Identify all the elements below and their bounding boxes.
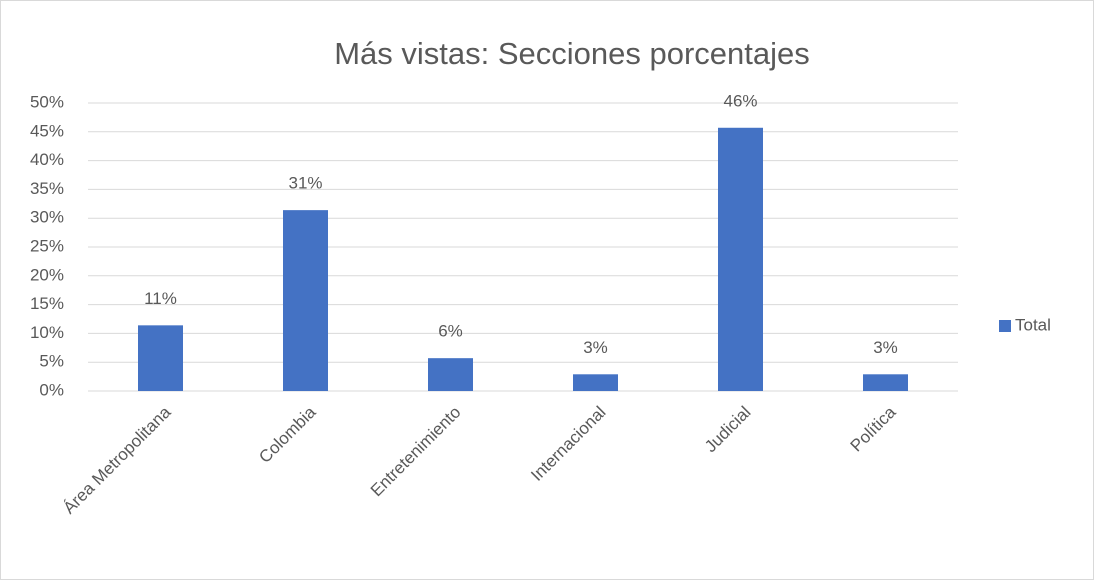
data-label: 3% xyxy=(873,338,898,357)
y-tick-label: 50% xyxy=(30,92,64,111)
bar xyxy=(718,127,763,391)
y-tick-label: 15% xyxy=(30,294,64,313)
y-tick-label: 30% xyxy=(30,208,64,227)
bar xyxy=(863,374,908,391)
y-tick-label: 25% xyxy=(30,236,64,255)
data-label: 6% xyxy=(438,322,463,341)
y-tick-label: 40% xyxy=(30,150,64,169)
legend-label: Total xyxy=(1015,315,1051,334)
bar xyxy=(283,210,328,391)
y-tick-label: 5% xyxy=(39,352,64,371)
data-label: 31% xyxy=(288,174,322,193)
data-label: 3% xyxy=(583,338,608,357)
y-tick-label: 20% xyxy=(30,265,64,284)
y-tick-label: 45% xyxy=(30,121,64,140)
y-tick-label: 10% xyxy=(30,323,64,342)
data-label: 11% xyxy=(144,289,177,308)
bar xyxy=(138,325,183,391)
y-tick-label: 0% xyxy=(39,380,64,399)
bar xyxy=(428,358,473,391)
data-label: 46% xyxy=(723,91,757,110)
y-tick-label: 35% xyxy=(30,179,64,198)
bar xyxy=(573,374,618,391)
legend-swatch xyxy=(999,320,1011,332)
chart-title: Más vistas: Secciones porcentajes xyxy=(334,36,810,71)
